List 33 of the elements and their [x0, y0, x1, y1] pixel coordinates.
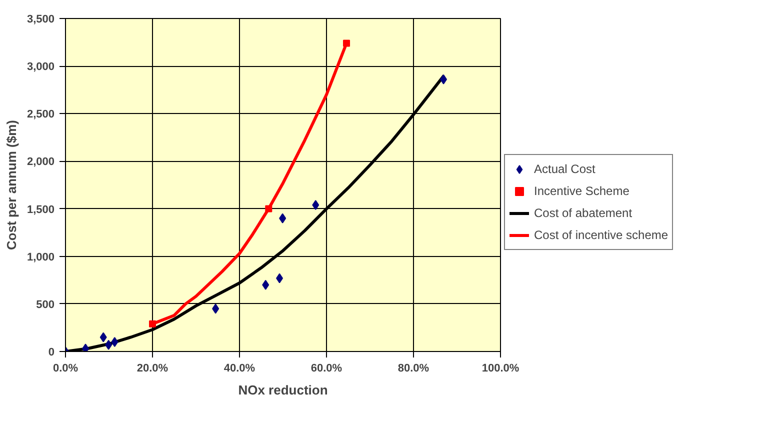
- point: [100, 332, 107, 342]
- x-tick-label: 100.0%: [482, 362, 520, 374]
- x-axis-title: NOx reduction: [238, 382, 328, 398]
- point: [276, 273, 284, 284]
- point: [262, 280, 270, 290]
- legend-label: Incentive Scheme: [534, 184, 630, 198]
- y-tick-label: 3,000: [26, 61, 55, 74]
- y-tick-label: 2,500: [26, 108, 55, 121]
- point: [440, 74, 448, 84]
- x-tick-label: 80.0%: [398, 362, 430, 374]
- legend-label: Actual Cost: [534, 162, 596, 176]
- x-tick-label: 40.0%: [224, 362, 256, 374]
- point: [312, 200, 320, 210]
- y-tick-label: 3,500: [26, 14, 55, 26]
- point: [111, 336, 118, 347]
- x-tick-label: 20.0%: [136, 362, 168, 374]
- legend-label: Cost of incentive scheme: [534, 228, 668, 242]
- y-tick-label: 500: [36, 298, 55, 311]
- x-tick-label: 60.0%: [310, 362, 342, 374]
- point: [105, 340, 112, 350]
- point: [265, 205, 272, 212]
- x-tick-label: 0.0%: [52, 362, 78, 374]
- y-tick-label: 0: [48, 346, 55, 358]
- y-tick-label: 1,500: [26, 204, 55, 216]
- point: [82, 344, 90, 352]
- y-tick-label: 2,000: [26, 156, 55, 168]
- point: [212, 304, 220, 314]
- point: [149, 320, 156, 328]
- point: [279, 213, 286, 224]
- legend-label: Cost of abatement: [534, 206, 632, 220]
- y-axis-title: Cost per annum ($m): [4, 120, 19, 250]
- y-tick-label: 1,000: [26, 251, 55, 264]
- point: [343, 40, 350, 47]
